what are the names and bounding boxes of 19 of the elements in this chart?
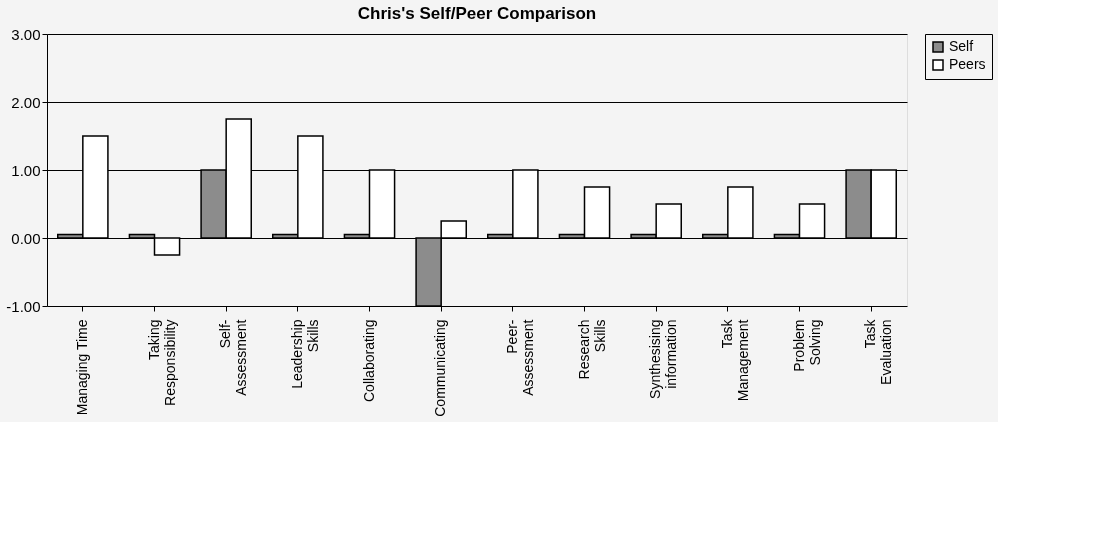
x-tick-label: Communicating bbox=[432, 319, 449, 417]
x-tick-label: Collaborating bbox=[360, 319, 377, 402]
x-tick-label: Research Skills bbox=[575, 319, 608, 380]
x-tick-label: Taking Responsibility bbox=[145, 319, 178, 406]
y-tick-label: 2.00 bbox=[11, 93, 41, 111]
x-tick-label: Peer-Assessment bbox=[503, 319, 536, 396]
y-tick-label: -1.00 bbox=[6, 297, 41, 315]
x-tick-label: Problem Solving bbox=[790, 319, 823, 372]
x-tick-label: Self-Assessment bbox=[217, 319, 250, 396]
chart-title: Chris's Self/Peer Comparison bbox=[357, 4, 597, 23]
x-tick-label: Managing Time bbox=[73, 319, 90, 416]
x-tick-label: Synthesising information bbox=[647, 319, 680, 399]
legend-label: Self bbox=[949, 38, 974, 54]
y-tick-label: 0.00 bbox=[11, 229, 41, 247]
legend-label: Peers bbox=[949, 56, 986, 72]
y-tick-label: 3.00 bbox=[11, 25, 41, 43]
x-tick-label: Leadership Skills bbox=[288, 319, 321, 389]
y-tick-label: 1.00 bbox=[11, 161, 41, 179]
x-tick-label: Task Evaluation bbox=[862, 318, 895, 385]
